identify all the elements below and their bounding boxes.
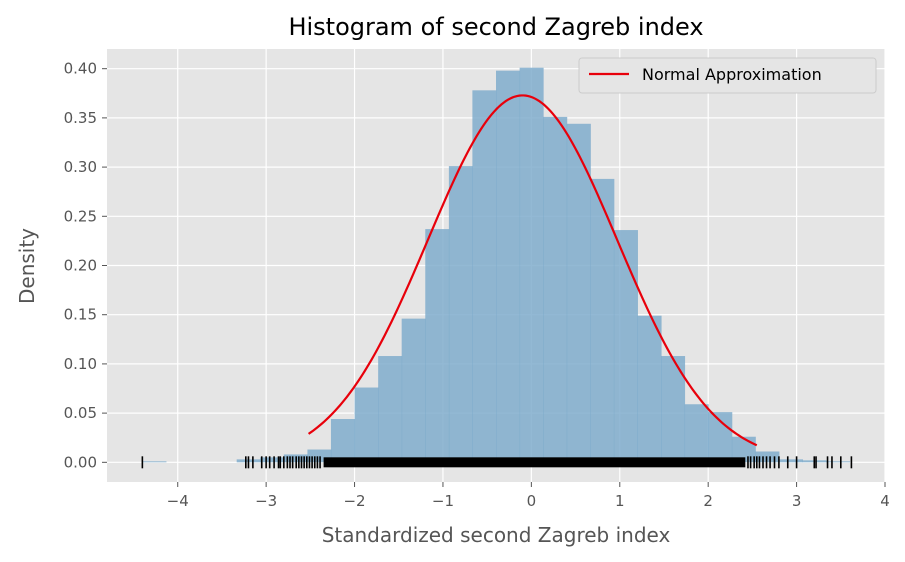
y-tick-label: 0.40 — [64, 60, 97, 78]
x-tick-label: 4 — [880, 492, 890, 510]
histogram-bar — [566, 123, 591, 463]
y-tick-label: 0.10 — [64, 355, 97, 373]
normal-approximation-curve — [307, 94, 758, 447]
histogram-bar — [543, 116, 568, 463]
histogram-bar — [496, 70, 521, 463]
x-tick-labels: −4 −3 −2 −1 0 1 2 3 4 — [167, 482, 890, 510]
chart-title: Histogram of second Zagreb index — [288, 13, 703, 41]
histogram-bar — [472, 90, 497, 463]
y-tick-label: 0.25 — [64, 207, 97, 225]
x-tick-label: 0 — [527, 492, 537, 510]
x-axis-label: Standardized second Zagreb index — [322, 523, 671, 547]
histogram-bar — [755, 451, 780, 463]
histogram-bar — [330, 419, 356, 463]
legend-box — [578, 57, 877, 94]
x-tick-label: −2 — [343, 492, 365, 510]
histogram-bar — [590, 178, 615, 463]
y-tick-label: 0.20 — [64, 257, 97, 275]
histogram-bar — [142, 461, 167, 463]
histogram-bar — [613, 230, 638, 463]
y-tick-label: 0.15 — [64, 306, 97, 324]
rug-dense-band — [323, 457, 746, 468]
y-axis-label: Density — [15, 228, 39, 304]
histogram-bar — [826, 461, 851, 463]
x-tick-label: 1 — [615, 492, 625, 510]
y-tick-label: 0.00 — [64, 453, 97, 471]
histogram-bar — [519, 67, 544, 463]
x-tick-label: −4 — [167, 492, 189, 510]
histogram-bar — [448, 166, 473, 463]
y-tick-labels: 0.00 0.05 0.10 0.15 0.20 0.25 0.30 0.35 0.40 — [64, 60, 107, 471]
y-tick-label: 0.30 — [64, 158, 97, 176]
y-tick-label: 0.05 — [64, 404, 97, 422]
histogram-bar — [401, 318, 426, 463]
x-tick-label: 3 — [792, 492, 802, 510]
histogram-bar — [778, 459, 804, 463]
histogram-bar — [354, 387, 379, 463]
histogram-bar — [260, 457, 285, 463]
x-tick-label: −3 — [255, 492, 277, 510]
rug-ticks — [141, 456, 853, 469]
legend: Normal Approximation — [578, 57, 877, 94]
histogram-bar — [425, 229, 450, 463]
x-tick-label: 2 — [703, 492, 713, 510]
histogram-bar — [378, 356, 403, 463]
legend-label: Normal Approximation — [642, 65, 822, 84]
histogram-bars — [142, 67, 851, 463]
y-tick-label: 0.35 — [64, 109, 97, 127]
histogram-bar — [684, 404, 709, 463]
x-tick-label: −1 — [432, 492, 454, 510]
histogram-bar — [637, 315, 662, 463]
